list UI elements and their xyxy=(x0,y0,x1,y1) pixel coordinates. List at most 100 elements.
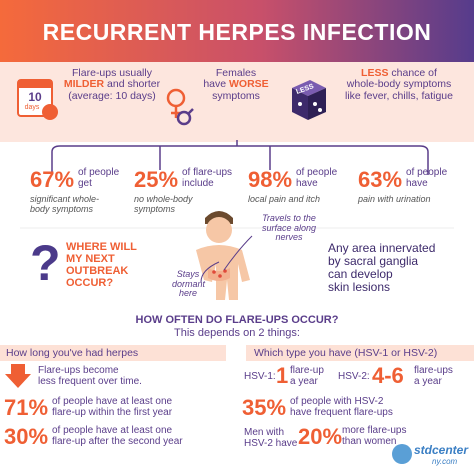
stat-note: significant whole-body symptoms xyxy=(30,194,100,214)
stat-value: 63% xyxy=(358,167,403,192)
stat-line: flare-up after the second year xyxy=(52,435,183,447)
answer-line: by sacral ganglia xyxy=(328,253,419,268)
stat-text: of people have at least one flare-up with… xyxy=(52,396,173,419)
calendar-number: 10 xyxy=(28,90,42,104)
fact-emphasis: WORSE xyxy=(229,78,269,91)
logo-domain: ny.com xyxy=(432,457,458,466)
stat-line: of people have at least one xyxy=(52,396,173,407)
stat-text: of people with HSV-2 have frequent flare-… xyxy=(290,396,393,419)
stat-label: of flare-ups include xyxy=(182,167,233,190)
dormant-note: Stays dormant here xyxy=(172,269,205,299)
stat-line: than women xyxy=(342,435,397,447)
frequency-subtitle: This depends on 2 things: xyxy=(174,327,300,339)
note-line: significant whole- xyxy=(30,194,100,204)
question-mark: ? xyxy=(30,235,61,291)
fact-emphasis: LESS xyxy=(361,67,389,79)
fact-line: chance of xyxy=(391,67,437,79)
trend-line: Flare-ups become xyxy=(38,365,119,376)
fact-line: MILDER and shorter xyxy=(62,79,162,90)
stat-line: of people with HSV-2 xyxy=(290,396,384,407)
dice-icon xyxy=(292,80,326,120)
question-line: MY NEXT xyxy=(66,252,115,265)
calendar-unit: days xyxy=(24,104,40,111)
fact-line: Flare-ups usually xyxy=(72,67,152,79)
left-heading: How long you've had herpes xyxy=(6,347,139,359)
stat-note: local pain and itch xyxy=(248,194,321,205)
travels-note: Travels to the surface along nerves xyxy=(254,213,324,243)
stat-line: of people have at least one xyxy=(52,425,173,436)
fact-line: LESS chance of xyxy=(328,67,470,79)
stat-value: 71% xyxy=(4,395,49,420)
person-figure xyxy=(196,211,253,300)
answer-line: Any area innervated xyxy=(328,241,436,255)
stat-line: have xyxy=(406,177,428,189)
stat-label: of people have xyxy=(296,167,338,190)
fact-emphasis: MILDER xyxy=(63,78,105,91)
answer-line: can develop xyxy=(328,266,393,281)
note-line: surface along xyxy=(261,222,317,233)
hsv-text: flare-up a year xyxy=(290,365,324,388)
men-text: Men with HSV-2 have xyxy=(244,427,298,450)
hsv-line: flare-up xyxy=(290,365,324,376)
fact-text: Females have WORSE symptoms xyxy=(196,67,276,102)
stat-line: of people xyxy=(406,167,448,178)
question-line: OUTBREAK xyxy=(66,264,129,277)
men-line: HSV-2 have xyxy=(244,437,298,449)
stat-line: of people xyxy=(78,167,120,178)
stat-value: 30% xyxy=(4,424,49,449)
hsv-label: HSV-1: xyxy=(244,371,276,382)
answer: Any area innervated by sacral ganglia ca… xyxy=(328,242,435,294)
hsv-line: flare-ups xyxy=(414,365,453,376)
header-band xyxy=(0,0,474,62)
hsv-text: flare-ups a year xyxy=(414,365,453,388)
fact-text: Flare-ups usually MILDER and shorter (av… xyxy=(62,67,162,102)
note-line: pain with urination xyxy=(358,194,431,204)
fact-line: Females xyxy=(215,67,257,79)
hsv-value: 1 xyxy=(276,363,289,388)
fact-text: LESS chance of whole-body symptoms like … xyxy=(328,67,470,102)
note-line: local pain and itch xyxy=(248,194,321,204)
fact-line: like fever, chills, fatigue xyxy=(345,89,453,102)
stat-line: flare-up within the first year xyxy=(52,406,173,418)
down-arrow xyxy=(5,364,31,388)
facts-band xyxy=(0,62,474,142)
fact-line: whole-body symptoms xyxy=(346,78,452,91)
fact-line: (average: 10 days) xyxy=(68,89,156,102)
fact-line: have WORSE xyxy=(196,79,276,90)
bracket xyxy=(51,145,429,175)
question-line: OCCUR? xyxy=(66,276,114,289)
stat-line: have xyxy=(296,177,318,189)
stat-line: more flare-ups xyxy=(342,425,407,436)
stat-value: 67% xyxy=(30,167,75,192)
stat-text: more flare-ups than women xyxy=(342,425,407,448)
note-line: Stays xyxy=(176,269,200,279)
stat-line: include xyxy=(182,177,214,189)
hsv-line: a year xyxy=(414,375,442,387)
gender-icon xyxy=(166,88,194,126)
hsv-line: a year xyxy=(290,375,318,387)
note-line: symptoms xyxy=(134,203,176,214)
stat-text: of people have at least one flare-up afte… xyxy=(52,425,183,448)
right-heading: Which type you have (HSV-1 or HSV-2) xyxy=(254,347,438,359)
stat-value: 20% xyxy=(298,424,343,449)
stat-line: of people xyxy=(296,167,338,178)
question: WHERE WILL MY NEXT OUTBREAK OCCUR? xyxy=(66,241,137,290)
note-line: here xyxy=(178,288,197,299)
note-line: Travels to the xyxy=(262,213,316,223)
stat-line: of flare-ups xyxy=(182,167,233,178)
note-line: no whole-body xyxy=(134,194,193,204)
men-line: Men with xyxy=(244,427,285,438)
note-line: nerves xyxy=(275,232,303,243)
stat-line: have frequent flare-ups xyxy=(290,406,393,418)
left-heading-band xyxy=(0,345,226,361)
fact-line: and shorter xyxy=(107,78,161,91)
trend-line: less frequent over time. xyxy=(38,375,142,387)
stat-label: of people get xyxy=(78,167,120,190)
title: RECURRENT HERPES INFECTION xyxy=(42,19,432,45)
answer-line: skin lesions xyxy=(328,279,391,294)
question-line: WHERE WILL xyxy=(66,241,137,253)
logo-name: stdcenter xyxy=(414,443,469,457)
fact-line: have xyxy=(203,78,227,91)
stat-value: 35% xyxy=(242,395,287,420)
